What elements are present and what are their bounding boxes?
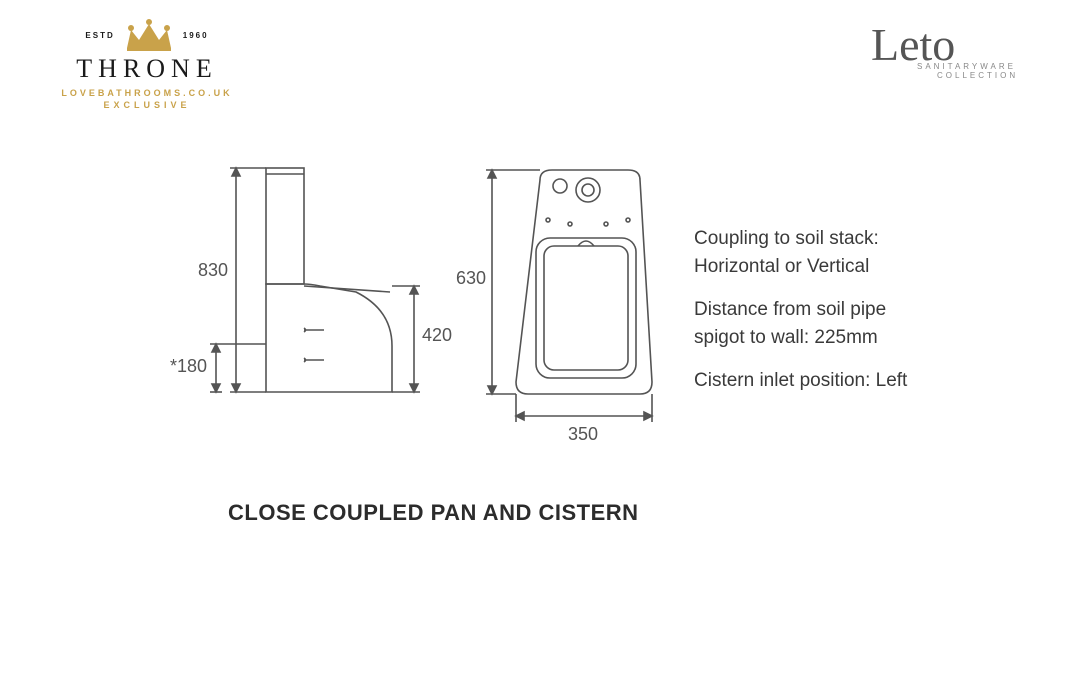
spec-coupling: Coupling to soil stack: Horizontal or Ve…	[694, 225, 1034, 280]
spec-distance-label: Distance from soil pipe	[694, 299, 886, 320]
brand-name: THRONE	[52, 54, 242, 84]
dim-420: 420	[422, 325, 452, 346]
dim-630: 630	[456, 268, 486, 289]
brand-subdomain: LOVEBATHROOMS.CO.UK	[52, 88, 242, 98]
brand-throne-logo: ESTD 1960 THRONE LOVEBATHROOMS.CO.UK EXC…	[52, 18, 242, 110]
leto-line1: SANITARYWARE	[917, 62, 1051, 71]
brand-leto-logo: Leto SANITARYWARE COLLECTION	[871, 22, 1051, 80]
dim-180: *180	[170, 356, 207, 377]
dim-350: 350	[568, 424, 598, 445]
spec-inlet-label: Cistern inlet position: Left	[694, 370, 907, 391]
spec-coupling-label: Coupling to soil stack:	[694, 228, 879, 249]
spec-coupling-value: Horizontal or Vertical	[694, 256, 869, 277]
spec-distance-value: spigot to wall: 225mm	[694, 327, 878, 348]
dim-830: 830	[198, 260, 228, 281]
brand-exclusive: EXCLUSIVE	[52, 100, 242, 110]
spec-text-block: Coupling to soil stack: Horizontal or Ve…	[694, 225, 1034, 411]
estd-label: ESTD	[85, 31, 114, 40]
spec-inlet: Cistern inlet position: Left	[694, 367, 1034, 395]
product-title: CLOSE COUPLED PAN AND CISTERN	[228, 500, 639, 526]
leto-line2: COLLECTION	[937, 71, 1051, 80]
year-label: 1960	[183, 31, 209, 40]
spec-distance: Distance from soil pipe spigot to wall: …	[694, 296, 1034, 351]
crown-row: ESTD 1960	[52, 18, 242, 52]
crown-icon	[123, 18, 175, 52]
